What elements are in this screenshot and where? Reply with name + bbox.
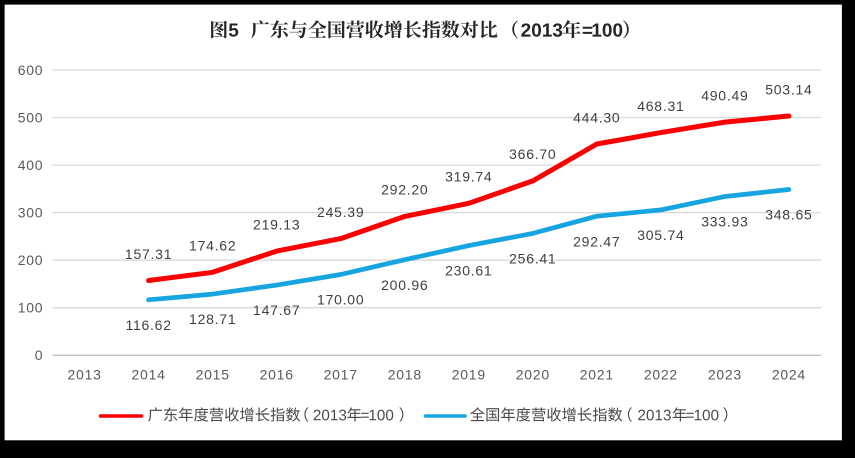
svg-text:2015: 2015 [196, 366, 230, 382]
svg-text:170.00: 170.00 [317, 292, 364, 308]
svg-text:503.14: 503.14 [765, 81, 812, 97]
svg-text:157.31: 157.31 [125, 246, 172, 262]
svg-text:2016: 2016 [260, 366, 294, 382]
svg-text:2013: 2013 [68, 366, 102, 382]
svg-text:490.49: 490.49 [701, 87, 748, 103]
svg-text:333.93: 333.93 [701, 214, 748, 230]
svg-text:230.61: 230.61 [445, 263, 492, 279]
svg-text:2020: 2020 [516, 366, 550, 382]
svg-text:2018: 2018 [388, 366, 422, 382]
svg-text:305.74: 305.74 [637, 227, 684, 243]
svg-text:0: 0 [35, 347, 44, 363]
svg-text:2024: 2024 [772, 366, 806, 382]
svg-text:300: 300 [18, 204, 44, 220]
svg-text:256.41: 256.41 [509, 251, 556, 267]
svg-text:2014: 2014 [132, 366, 166, 382]
svg-text:319.74: 319.74 [445, 169, 492, 185]
svg-text:468.31: 468.31 [637, 98, 684, 114]
svg-text:2021: 2021 [580, 366, 614, 382]
svg-text:600: 600 [18, 62, 44, 78]
svg-text:245.39: 245.39 [317, 204, 364, 220]
svg-text:366.70: 366.70 [509, 146, 556, 162]
svg-text:200.96: 200.96 [381, 277, 428, 293]
svg-text:2022: 2022 [644, 366, 678, 382]
svg-text:128.71: 128.71 [189, 311, 236, 327]
svg-text:348.65: 348.65 [765, 207, 812, 223]
svg-text:400: 400 [18, 157, 44, 173]
svg-text:200: 200 [18, 252, 44, 268]
svg-text:2023: 2023 [708, 366, 742, 382]
svg-text:2019: 2019 [452, 366, 486, 382]
svg-text:219.13: 219.13 [253, 216, 300, 232]
svg-text:292.20: 292.20 [381, 182, 428, 198]
svg-text:500: 500 [18, 109, 44, 125]
svg-text:2017: 2017 [324, 366, 358, 382]
svg-text:292.47: 292.47 [573, 233, 620, 249]
svg-text:444.30: 444.30 [573, 109, 620, 125]
svg-text:174.62: 174.62 [189, 238, 236, 254]
svg-text:116.62: 116.62 [125, 317, 171, 333]
svg-text:100: 100 [18, 300, 44, 316]
svg-text:147.67: 147.67 [253, 302, 300, 318]
